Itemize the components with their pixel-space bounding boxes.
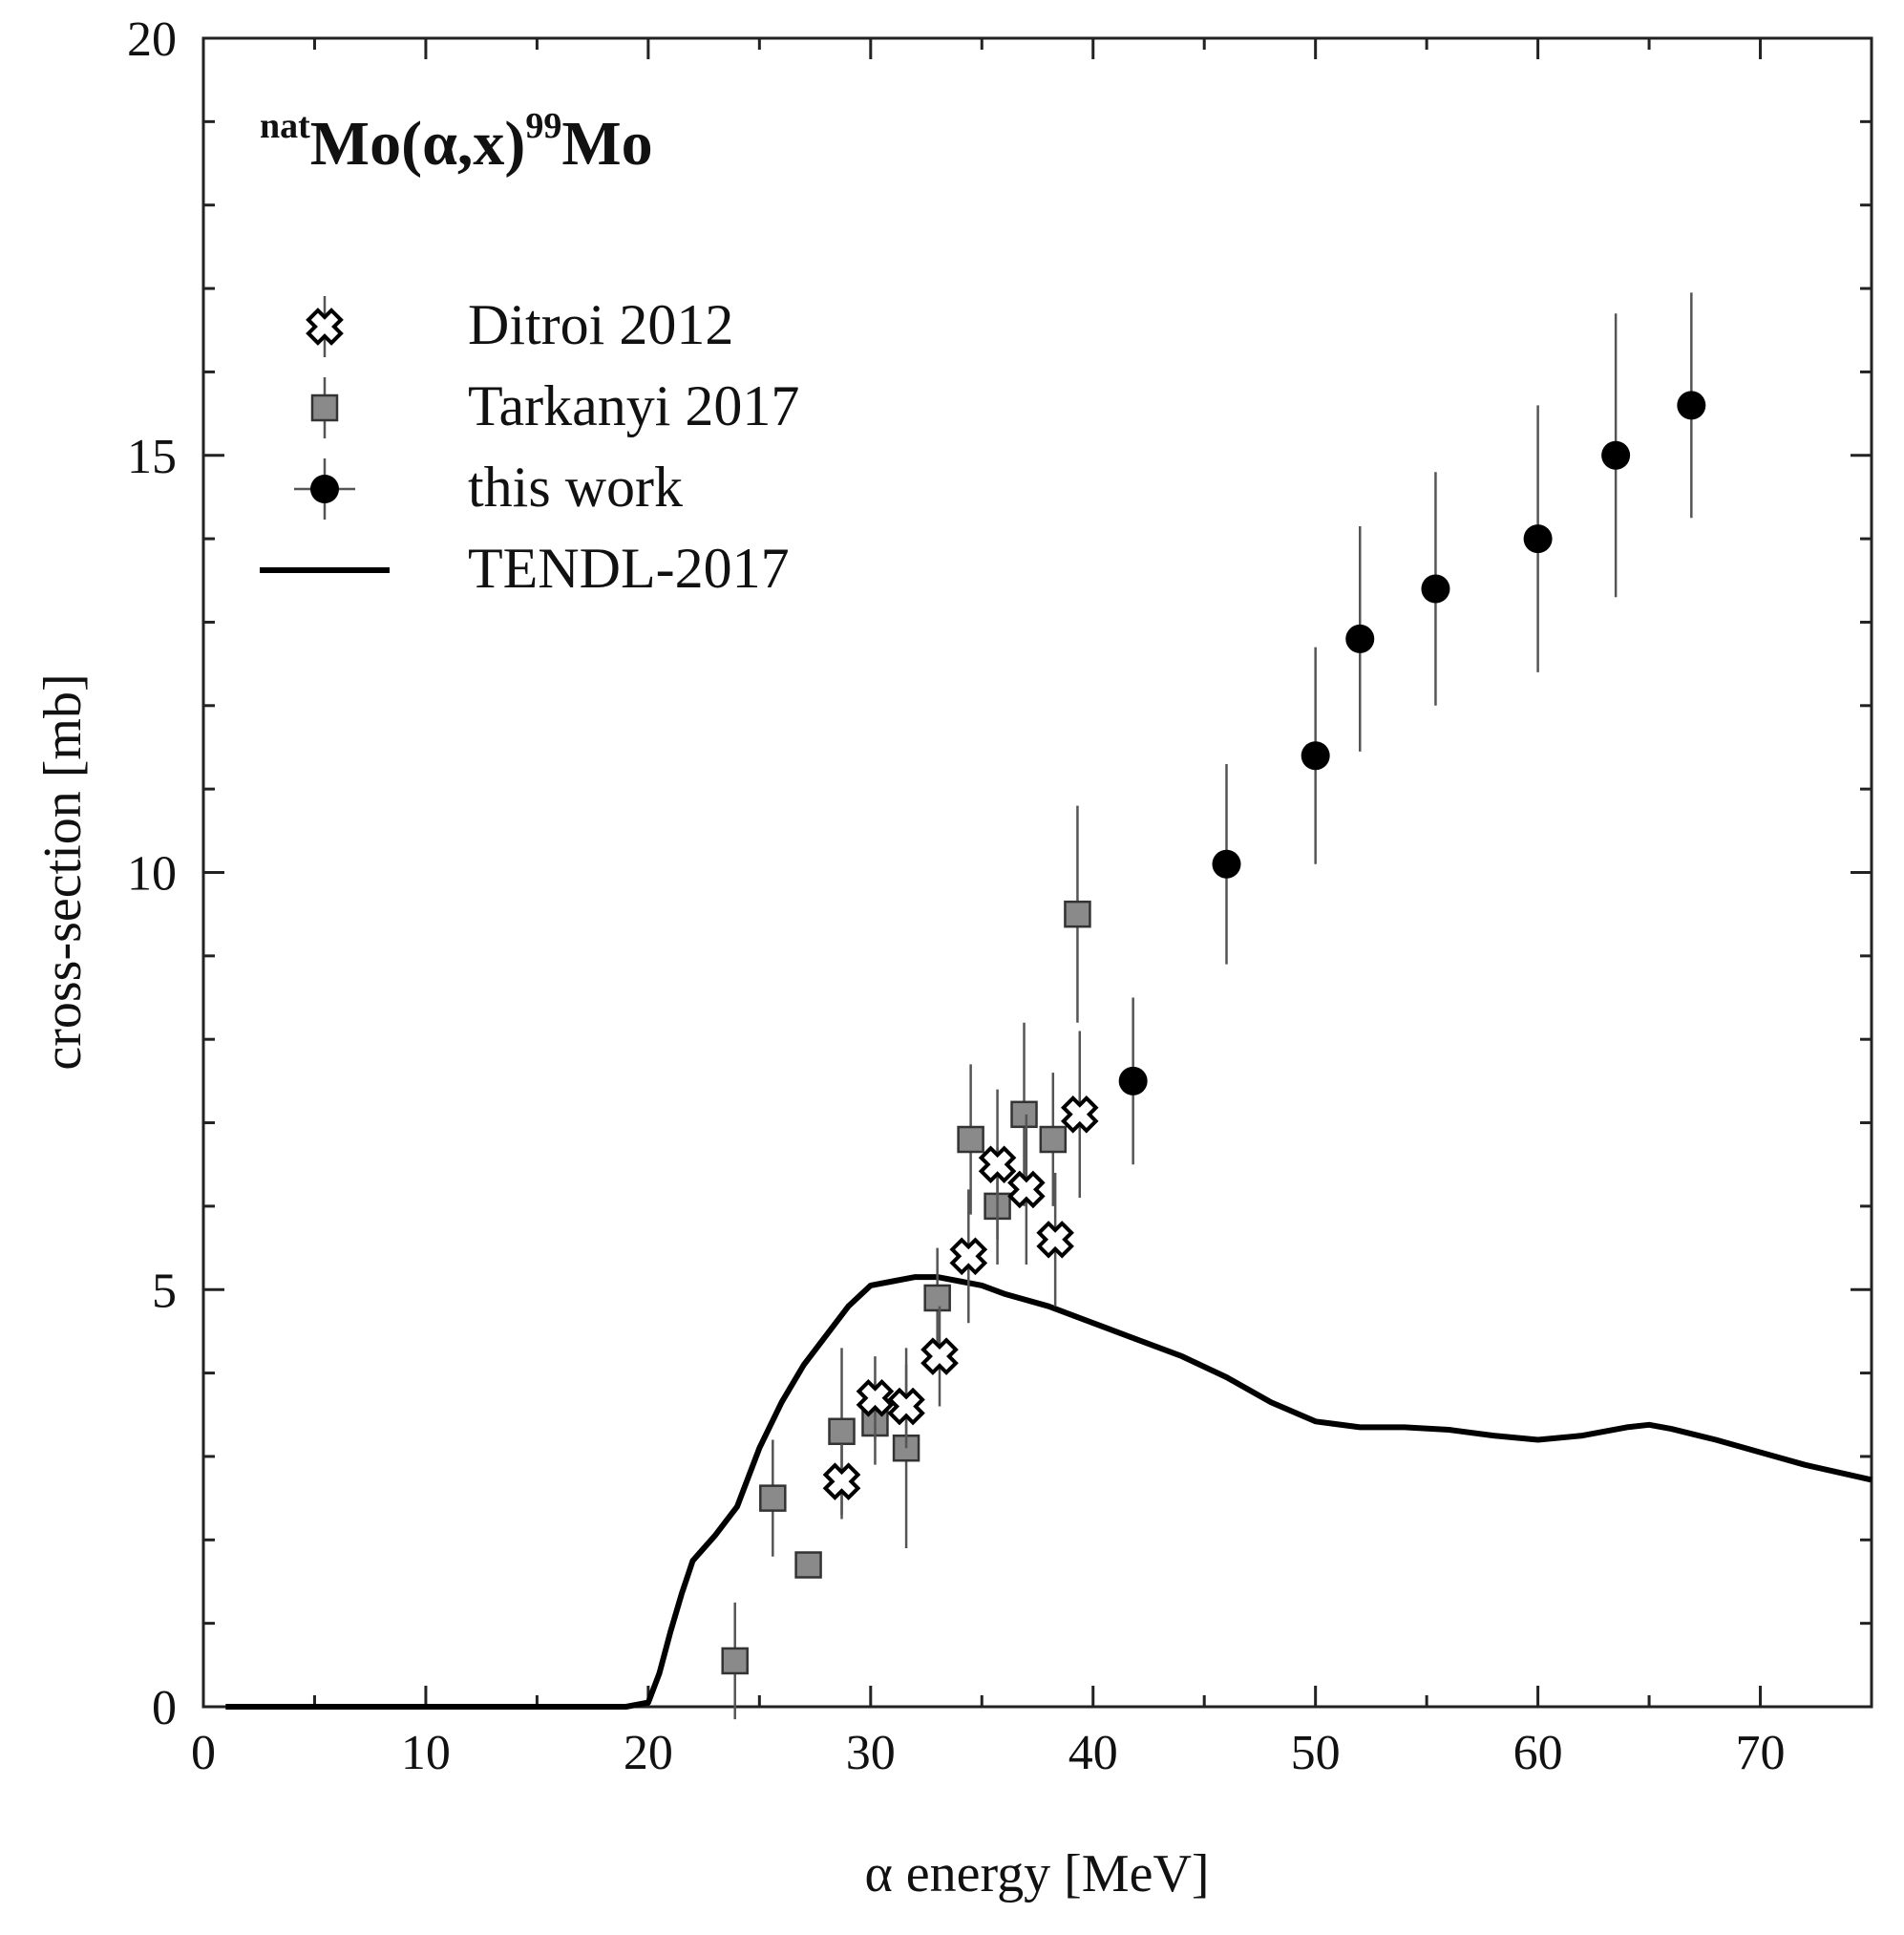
tarkanyi-2017-point (759, 1484, 787, 1512)
legend-label-tarkanyi: Tarkanyi 2017 (468, 374, 799, 437)
this-work-point (1345, 624, 1375, 653)
y-tick-label: 20 (127, 12, 177, 67)
x-tick-label: 40 (1068, 1726, 1118, 1780)
ditroi-2012-point (978, 1145, 1017, 1184)
y-tick-label: 15 (127, 430, 177, 484)
tarkanyi-2017-point (957, 1125, 984, 1154)
tarkanyi-2017-point (794, 1551, 822, 1579)
x-tick-label: 50 (1291, 1726, 1341, 1780)
ditroi-2012-point (1060, 1095, 1099, 1134)
ditroi-2012-point (920, 1337, 959, 1375)
ditroi-2012-point (1007, 1170, 1046, 1209)
legend-symbol-tarkanyi (310, 377, 339, 438)
ditroi-2012-point (1036, 1221, 1074, 1259)
ditroi-2012-point (856, 1378, 895, 1417)
legend-label-ditroi: Ditroi 2012 (468, 293, 733, 356)
ditroi-2012-point (822, 1462, 861, 1500)
axis-tick-labels: 0 10 20 30 40 50 60 70 0 5 10 15 20 (127, 12, 1786, 1780)
chart-title: natMo(α,x)99Mo (260, 106, 653, 179)
tarkanyi-2017-point (721, 1647, 749, 1675)
tendl-curve-layer (225, 1274, 1872, 1710)
x-axis-label: α energy [MeV] (864, 1844, 1209, 1903)
y-tick-label: 10 (127, 847, 177, 902)
this-work-point (1212, 849, 1241, 879)
y-axis-label: cross-section [mb] (33, 673, 93, 1070)
data-points-layer (721, 292, 1706, 1720)
legend-label-this-work: this work (468, 456, 683, 519)
tarkanyi-2017-point (1064, 900, 1091, 928)
legend-marker (310, 475, 339, 503)
x-tick-label: 10 (401, 1726, 451, 1780)
x-tick-label: 60 (1513, 1726, 1563, 1780)
this-work-point (1601, 440, 1631, 470)
x-tick-label: 70 (1736, 1726, 1786, 1780)
ditroi-2012-point (887, 1387, 925, 1426)
legend: Ditroi 2012 Tarkanyi 2017 this work TEND… (260, 293, 799, 600)
this-work-point (1118, 1066, 1148, 1095)
this-work-point (1523, 524, 1553, 554)
x-tick-label: 0 (191, 1726, 216, 1780)
legend-marker (310, 393, 339, 422)
tarkanyi-2017-point (1010, 1100, 1038, 1129)
legend-symbol-this-work (294, 458, 355, 520)
legend-marker (306, 308, 344, 346)
tarkanyi-2017-point (828, 1417, 856, 1445)
y-tick-label: 5 (152, 1264, 177, 1318)
x-tick-label: 20 (624, 1726, 673, 1780)
ditroi-2012-point (949, 1237, 988, 1276)
this-work-point (1421, 574, 1450, 604)
this-work-point (1677, 391, 1706, 420)
x-tick-label: 30 (846, 1726, 896, 1780)
axis-ticks (201, 36, 1873, 1709)
tarkanyi-2017-point (923, 1284, 951, 1312)
legend-symbol-ditroi (306, 296, 344, 357)
this-work-point (1301, 741, 1330, 771)
y-tick-label: 0 (152, 1681, 177, 1735)
tendl-2017-line (225, 1274, 1872, 1710)
tarkanyi-2017-point (1039, 1125, 1068, 1154)
legend-label-tendl: TENDL-2017 (468, 537, 790, 600)
plot-frame (201, 36, 1873, 1709)
